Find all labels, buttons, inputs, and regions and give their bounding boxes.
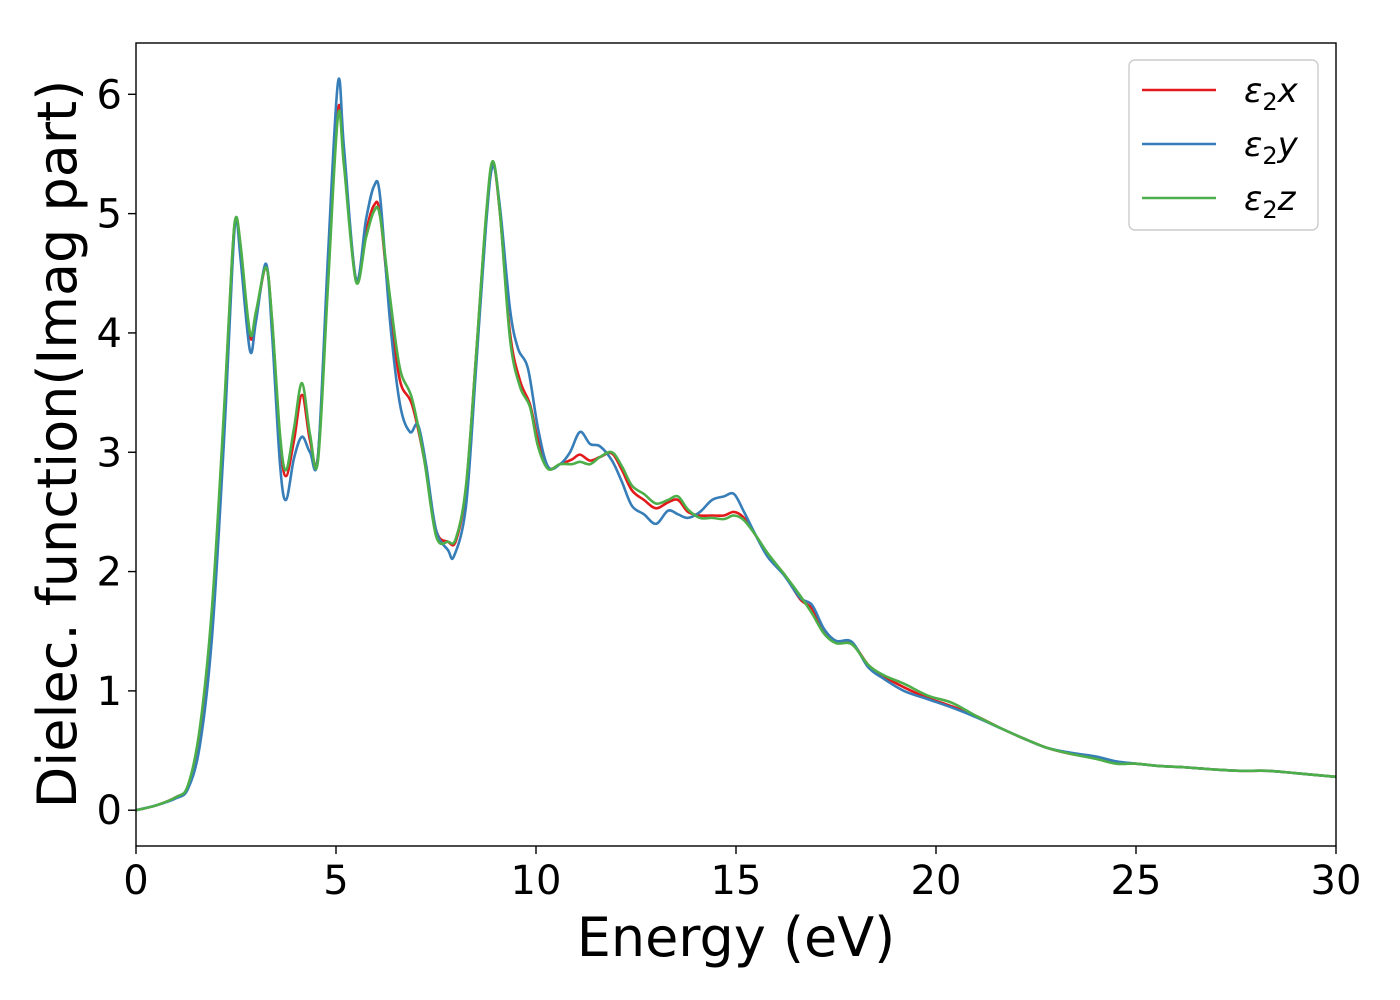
x-tick-label: 25 bbox=[1111, 858, 1162, 904]
y-tick-label: 0 bbox=[97, 788, 122, 834]
legend-label-z: ε2z bbox=[1244, 179, 1297, 224]
y-tick-label: 1 bbox=[97, 669, 122, 715]
x-tick-label: 10 bbox=[511, 858, 562, 904]
legend-label-y: ε2y bbox=[1244, 125, 1299, 170]
y-tick-label: 5 bbox=[97, 192, 122, 238]
series-line-y bbox=[136, 77, 1336, 812]
y-tick-label: 2 bbox=[97, 550, 122, 596]
y-tick-label: 3 bbox=[97, 430, 122, 476]
series-line-z bbox=[136, 109, 1336, 812]
y-axis-title: Dielec. function(Imag part) bbox=[26, 80, 89, 809]
series-layer bbox=[136, 77, 1336, 812]
y-tick-label: 4 bbox=[97, 311, 122, 357]
x-tick-label: 0 bbox=[123, 858, 148, 904]
y-tick-label: 6 bbox=[97, 72, 122, 118]
legend: ε2x ε2y ε2z bbox=[1128, 59, 1319, 231]
x-axis-title: Energy (eV) bbox=[577, 906, 896, 969]
legend-box bbox=[1128, 59, 1319, 231]
ticks-layer: 0 5 10 15 20 25 30 0 1 2 3 4 5 6 bbox=[97, 72, 1362, 904]
x-tick-label: 15 bbox=[711, 858, 762, 904]
x-tick-label: 30 bbox=[1311, 858, 1362, 904]
x-tick-label: 20 bbox=[911, 858, 962, 904]
x-tick-label: 5 bbox=[323, 858, 348, 904]
legend-label-x: ε2x bbox=[1244, 71, 1299, 116]
